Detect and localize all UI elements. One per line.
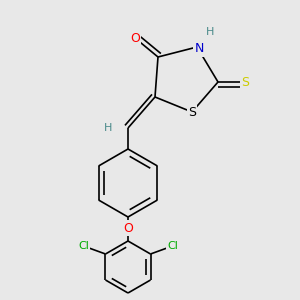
Text: Cl: Cl — [78, 241, 89, 251]
Text: O: O — [123, 221, 133, 235]
Text: H: H — [206, 27, 214, 37]
Text: S: S — [241, 76, 249, 88]
Text: O: O — [130, 32, 140, 44]
Text: H: H — [104, 123, 112, 133]
Text: S: S — [188, 106, 196, 118]
Text: Cl: Cl — [167, 241, 178, 251]
Text: N: N — [194, 43, 204, 56]
